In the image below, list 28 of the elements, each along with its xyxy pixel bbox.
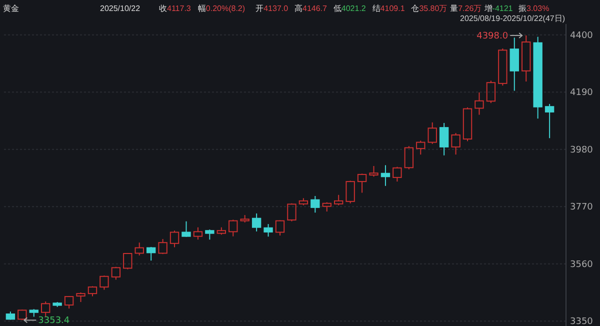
annotation: 3353.4: [38, 316, 70, 326]
candlestick: [533, 36, 542, 120]
y-tick-label: 3560: [570, 260, 594, 270]
candlestick: [510, 37, 519, 92]
y-tick-label: 3980: [570, 145, 594, 156]
candlestick: [380, 164, 390, 186]
y-tick-label: 3770: [570, 202, 594, 213]
text: 结4109.1: [372, 4, 406, 13]
chart-title: 黄金: [3, 4, 19, 13]
y-tick-label: 4400: [570, 30, 594, 41]
text: 开4137.0: [256, 4, 289, 13]
text: 高4146.7: [294, 4, 328, 13]
candlestick: [275, 220, 285, 236]
y-tick-label: 4190: [570, 88, 594, 98]
annotation: 4398.0: [476, 31, 508, 42]
chart-subtitle: 2025/08/19-2025/10/22(47日): [460, 14, 566, 23]
text: 量7.26万: [450, 4, 482, 13]
text: 2025/10/22: [100, 4, 141, 13]
candlestick: [228, 219, 238, 237]
text: 低4021.2: [333, 4, 366, 13]
candlestick: [522, 34, 531, 82]
y-tick-label: 3350: [570, 317, 594, 326]
candlestick: [474, 92, 484, 116]
text: 振3.03%: [518, 4, 550, 13]
text: 收4117.3: [159, 4, 192, 13]
text: 幅0.20%(8.2): [198, 4, 246, 13]
text: 增-4121: [483, 4, 514, 13]
text: 仓35.80万: [411, 4, 448, 13]
